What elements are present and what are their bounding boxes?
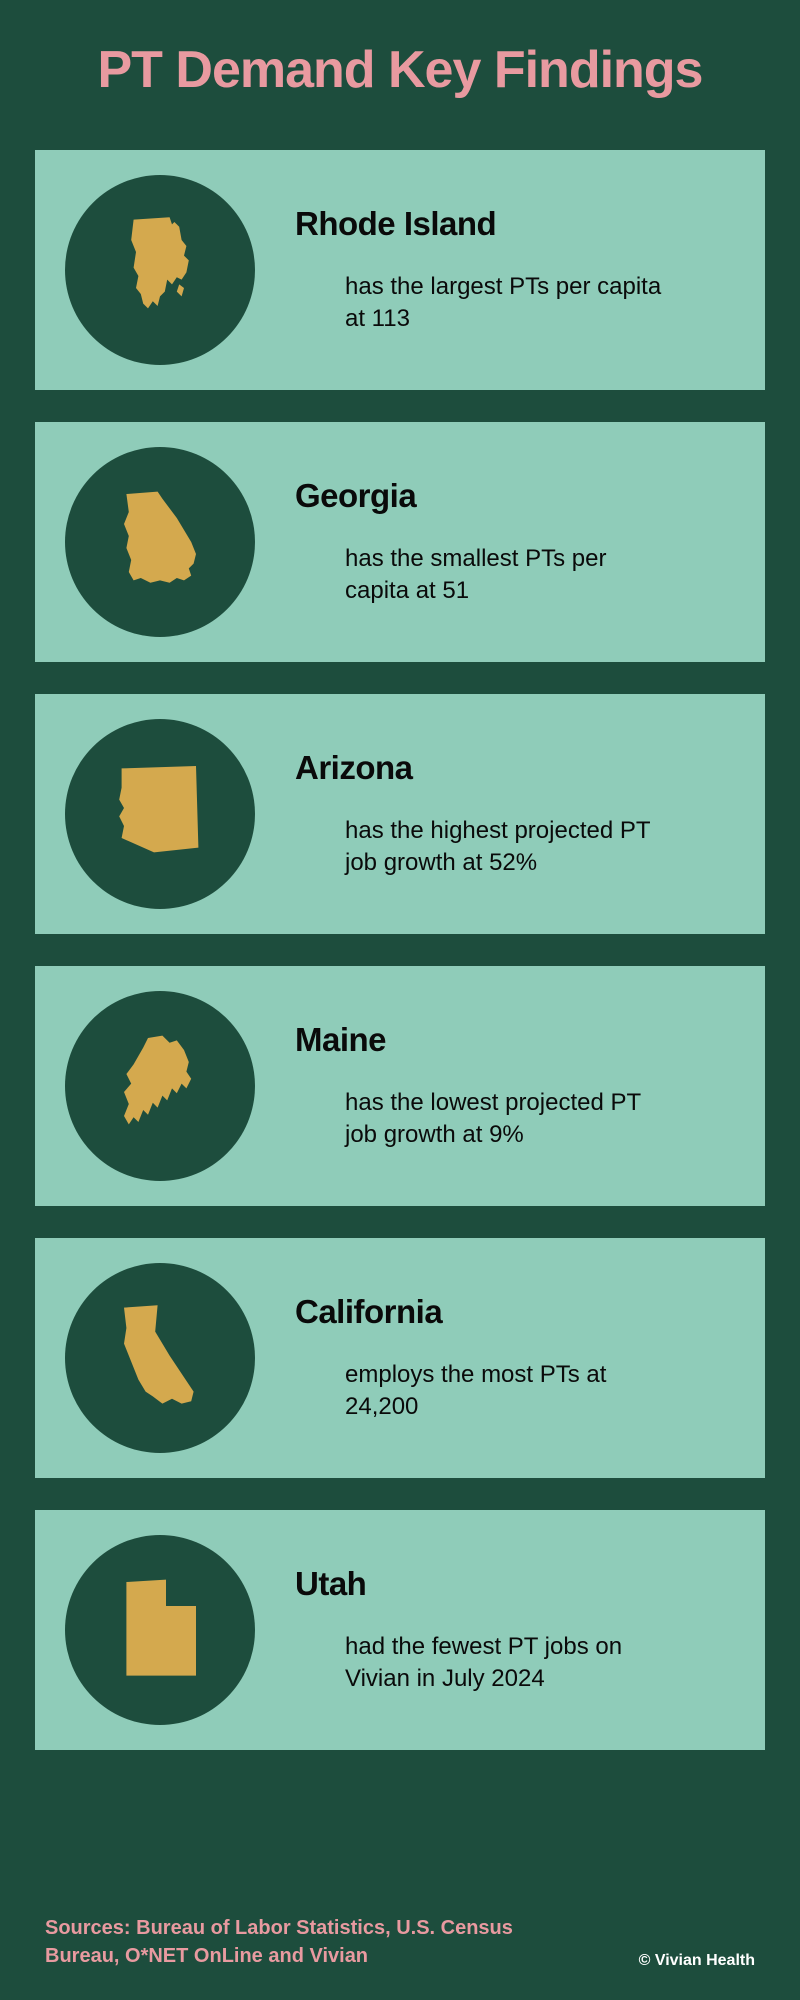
card-text: Arizona has the highest projected PT job… xyxy=(295,749,735,880)
utah-icon xyxy=(100,1570,220,1690)
state-name: Georgia xyxy=(295,477,715,515)
card-maine: Maine has the lowest projected PT job gr… xyxy=(35,966,765,1206)
card-text: California employs the most PTs at 24,20… xyxy=(295,1293,735,1424)
state-desc: had the fewest PT jobs on Vivian in July… xyxy=(345,1631,665,1696)
copyright-text: © Vivian Health xyxy=(639,1952,755,1970)
footer: Sources: Bureau of Labor Statistics, U.S… xyxy=(35,1914,765,1970)
rhode-island-icon xyxy=(100,210,220,330)
state-desc: has the smallest PTs per capita at 51 xyxy=(345,543,665,608)
state-name: Utah xyxy=(295,1565,715,1603)
state-desc: has the largest PTs per capita at 113 xyxy=(345,271,665,336)
card-arizona: Arizona has the highest projected PT job… xyxy=(35,694,765,934)
arizona-icon xyxy=(100,754,220,874)
georgia-icon xyxy=(100,482,220,602)
state-icon-circle xyxy=(65,175,255,365)
state-icon-circle xyxy=(65,991,255,1181)
state-name: Maine xyxy=(295,1021,715,1059)
state-icon-circle xyxy=(65,447,255,637)
card-text: Georgia has the smallest PTs per capita … xyxy=(295,477,735,608)
state-desc: employs the most PTs at 24,200 xyxy=(345,1359,665,1424)
card-text: Rhode Island has the largest PTs per cap… xyxy=(295,205,735,336)
state-name: Rhode Island xyxy=(295,205,715,243)
sources-text: Sources: Bureau of Labor Statistics, U.S… xyxy=(45,1914,525,1970)
state-desc: has the highest projected PT job growth … xyxy=(345,815,665,880)
card-text: Utah had the fewest PT jobs on Vivian in… xyxy=(295,1565,735,1696)
state-icon-circle xyxy=(65,719,255,909)
card-utah: Utah had the fewest PT jobs on Vivian in… xyxy=(35,1510,765,1750)
maine-icon xyxy=(100,1026,220,1146)
state-name: Arizona xyxy=(295,749,715,787)
state-icon-circle xyxy=(65,1535,255,1725)
state-name: California xyxy=(295,1293,715,1331)
card-text: Maine has the lowest projected PT job gr… xyxy=(295,1021,735,1152)
state-icon-circle xyxy=(65,1263,255,1453)
card-georgia: Georgia has the smallest PTs per capita … xyxy=(35,422,765,662)
california-icon xyxy=(100,1298,220,1418)
page-title: PT Demand Key Findings xyxy=(35,40,765,100)
state-desc: has the lowest projected PT job growth a… xyxy=(345,1087,665,1152)
card-rhode-island: Rhode Island has the largest PTs per cap… xyxy=(35,150,765,390)
card-california: California employs the most PTs at 24,20… xyxy=(35,1238,765,1478)
cards-container: Rhode Island has the largest PTs per cap… xyxy=(35,150,765,1884)
